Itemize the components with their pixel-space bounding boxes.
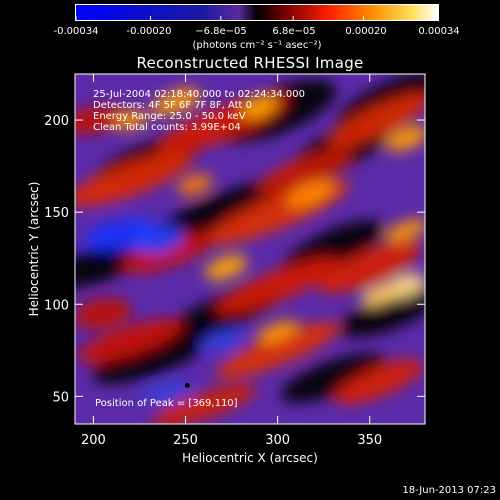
colorbar-tick-label: -0.00020: [126, 26, 172, 37]
chart-title: Reconstructed RHESSI Image: [136, 54, 364, 72]
emission-blob: [92, 335, 205, 384]
minimum-marker: [184, 382, 190, 388]
emission-blob: [385, 125, 425, 152]
peak-position-label: Position of Peak = [369,110]: [95, 398, 238, 409]
y-tick-label: 200: [44, 114, 69, 129]
x-tick-label: 350: [357, 433, 382, 448]
emission-blob: [361, 284, 397, 306]
emission-blob: [132, 226, 184, 254]
emission-blob: [200, 330, 244, 352]
emission-blob: [286, 179, 336, 208]
emission-blob: [151, 384, 257, 424]
y-tick-label: 50: [52, 390, 69, 405]
emission-blob: [75, 106, 127, 134]
colorbar-unit: (photons cm⁻² s⁻¹ asec⁻²): [192, 40, 322, 51]
colorbar: [75, 4, 439, 21]
emission-blob: [256, 320, 299, 344]
y-tick-label: 100: [44, 298, 69, 313]
annotation-counts: Clean Total counts: 3.99E+04: [93, 122, 241, 133]
x-tick-label: 300: [265, 433, 290, 448]
colorbar-tick-label: 6.8e−05: [272, 26, 316, 37]
plot-frame: [74, 73, 426, 425]
emission-blob: [334, 359, 424, 405]
emission-blob: [280, 353, 386, 403]
x-tick-label: 200: [81, 433, 106, 448]
emission-blob: [241, 96, 277, 118]
annotation-detectors: Detectors: 4F 5F 6F 7F 8F, Att 0: [93, 100, 253, 111]
colorbar-gradient: [76, 5, 438, 20]
emission-blob: [385, 219, 425, 243]
emission-blob: [151, 88, 201, 116]
emission-blob: [257, 147, 354, 196]
colorbar-tick-label: -0.00034: [53, 26, 99, 37]
emission-blob: [215, 321, 340, 379]
x-axis-label: Heliocentric X (arcsec): [182, 451, 318, 465]
emission-blob: [75, 151, 193, 207]
emission-blob: [75, 298, 132, 329]
emission-blob: [318, 241, 422, 294]
emission-blob: [177, 173, 213, 196]
y-axis-label: Heliocentric Y (arcsec): [27, 182, 41, 317]
emission-blob: [121, 232, 213, 274]
colorbar-tick-label: −6.8e−05: [195, 26, 247, 37]
emission-blob: [153, 179, 292, 245]
emission-blob: [75, 247, 139, 288]
colorbar-tick-label: 0.00034: [418, 26, 460, 37]
emission-blob: [141, 382, 193, 403]
emission-blob: [215, 257, 340, 315]
emission-blob: [77, 319, 184, 364]
annotation-energy-range: Energy Range: 25.0 - 50.0 keV: [93, 111, 246, 122]
annotation-time-range: 25-Jul-2004 02:18:40.000 to 02:24:34.000: [93, 89, 305, 100]
emission-blob: [328, 93, 425, 147]
x-tick-label: 250: [173, 433, 198, 448]
emission-blob: [204, 254, 248, 281]
emission-blob: [112, 110, 149, 130]
colorbar-tick-label: 0.00020: [345, 26, 387, 37]
footer-date: 18-Jun-2013 07:23: [402, 485, 496, 496]
y-tick-label: 150: [44, 206, 69, 221]
emission-blob: [339, 289, 425, 338]
